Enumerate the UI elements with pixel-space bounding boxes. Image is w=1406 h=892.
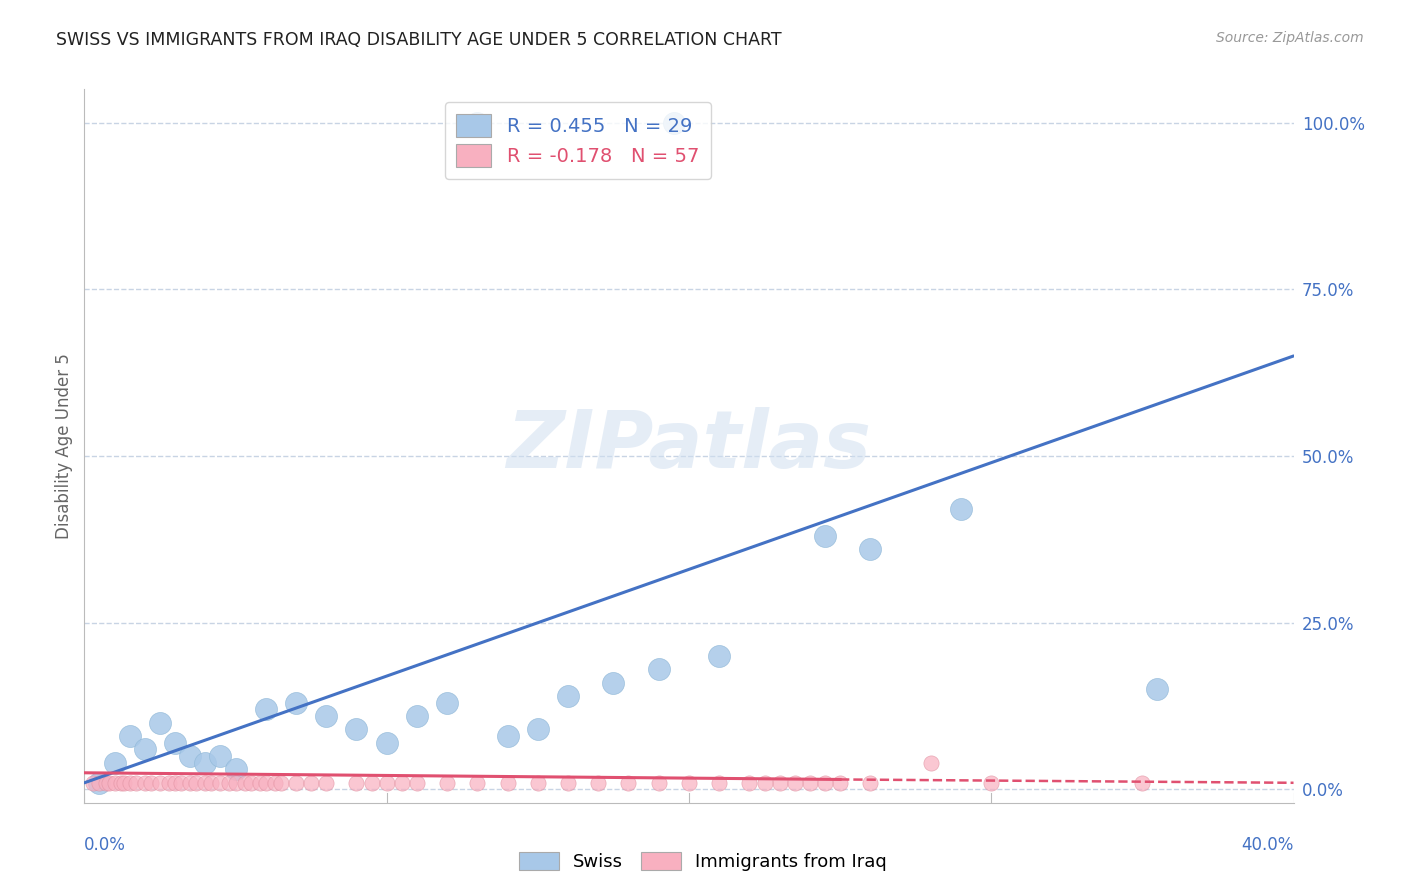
Point <box>233 776 256 790</box>
Point <box>165 736 187 750</box>
Point <box>557 776 579 790</box>
Point <box>662 115 685 129</box>
Point <box>588 776 610 790</box>
Legend: Swiss, Immigrants from Iraq: Swiss, Immigrants from Iraq <box>512 845 894 879</box>
Point <box>194 756 217 770</box>
Point <box>112 776 135 790</box>
Point <box>89 776 111 790</box>
Point <box>157 776 180 790</box>
Point <box>496 729 519 743</box>
Point <box>375 736 398 750</box>
Point <box>263 776 285 790</box>
Point <box>200 776 222 790</box>
Point <box>920 756 942 770</box>
Point <box>104 756 127 770</box>
Point <box>134 776 156 790</box>
Point <box>436 696 458 710</box>
Point <box>783 776 806 790</box>
Point <box>110 776 132 790</box>
Point <box>1132 776 1154 790</box>
Point <box>170 776 193 790</box>
Point <box>467 776 489 790</box>
Point <box>375 776 398 790</box>
Point <box>225 763 247 777</box>
Point <box>118 729 141 743</box>
Point <box>980 776 1002 790</box>
Y-axis label: Disability Age Under 5: Disability Age Under 5 <box>55 353 73 539</box>
Point <box>648 662 671 676</box>
Point <box>125 776 148 790</box>
Point <box>799 776 821 790</box>
Point <box>239 776 262 790</box>
Point <box>527 723 550 737</box>
Point <box>315 776 337 790</box>
Point <box>194 776 217 790</box>
Point <box>738 776 761 790</box>
Point <box>648 776 671 790</box>
Point <box>149 776 172 790</box>
Point <box>139 776 162 790</box>
Point <box>165 776 187 790</box>
Point <box>678 776 700 790</box>
Point <box>94 776 117 790</box>
Point <box>830 776 852 790</box>
Point <box>315 709 337 723</box>
Point <box>814 529 837 543</box>
Point <box>299 776 322 790</box>
Point <box>346 723 368 737</box>
Point <box>406 776 429 790</box>
Point <box>346 776 368 790</box>
Point <box>186 776 208 790</box>
Point <box>391 776 413 790</box>
Point <box>249 776 271 790</box>
Point <box>859 542 882 557</box>
Point <box>617 776 640 790</box>
Point <box>209 776 232 790</box>
Text: Source: ZipAtlas.com: Source: ZipAtlas.com <box>1216 31 1364 45</box>
Point <box>467 115 489 129</box>
Point <box>225 776 247 790</box>
Point <box>209 749 232 764</box>
Point <box>149 715 172 730</box>
Point <box>179 776 201 790</box>
Text: 40.0%: 40.0% <box>1241 836 1294 855</box>
Point <box>709 776 731 790</box>
Point <box>179 749 201 764</box>
Point <box>285 696 308 710</box>
Point <box>859 776 882 790</box>
Point <box>89 776 111 790</box>
Point <box>602 675 624 690</box>
Point <box>254 702 277 716</box>
Point <box>527 776 550 790</box>
Point <box>950 502 973 516</box>
Point <box>1146 682 1168 697</box>
Point <box>709 649 731 664</box>
Point <box>270 776 292 790</box>
Point <box>97 776 120 790</box>
Point <box>769 776 792 790</box>
Point <box>285 776 308 790</box>
Legend: R = 0.455   N = 29, R = -0.178   N = 57: R = 0.455 N = 29, R = -0.178 N = 57 <box>444 103 711 178</box>
Point <box>814 776 837 790</box>
Point <box>104 776 127 790</box>
Point <box>360 776 382 790</box>
Point <box>406 709 429 723</box>
Point <box>557 689 579 703</box>
Point <box>496 776 519 790</box>
Point <box>436 776 458 790</box>
Text: SWISS VS IMMIGRANTS FROM IRAQ DISABILITY AGE UNDER 5 CORRELATION CHART: SWISS VS IMMIGRANTS FROM IRAQ DISABILITY… <box>56 31 782 49</box>
Text: ZIPatlas: ZIPatlas <box>506 407 872 485</box>
Point <box>118 776 141 790</box>
Point <box>754 776 776 790</box>
Text: 0.0%: 0.0% <box>84 836 127 855</box>
Point <box>134 742 156 756</box>
Point <box>254 776 277 790</box>
Point <box>218 776 240 790</box>
Point <box>82 776 104 790</box>
